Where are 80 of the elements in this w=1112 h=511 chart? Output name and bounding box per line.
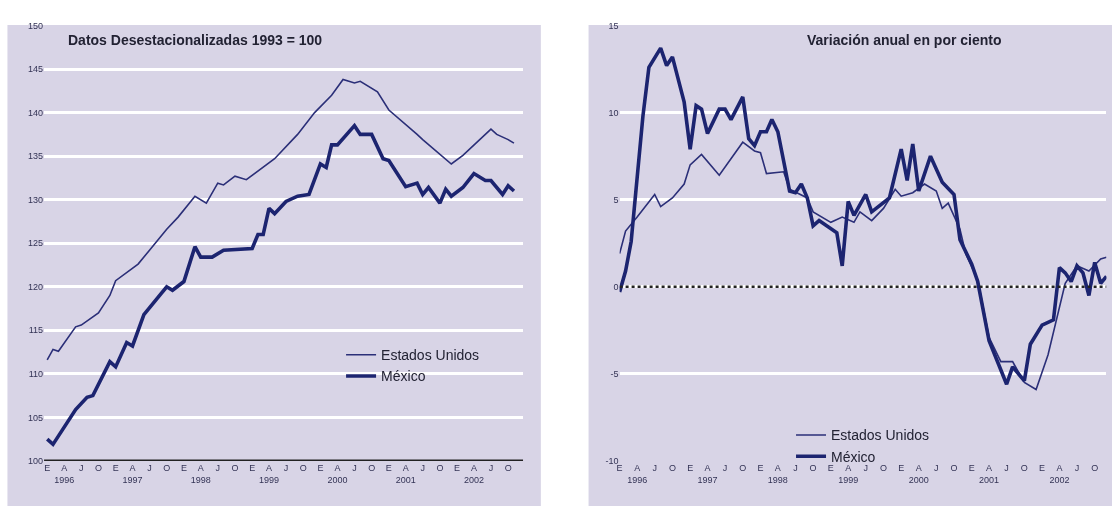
x-tick-label: O (231, 462, 239, 473)
x-tick-label: E (898, 462, 905, 473)
y-tick-label: 135 (28, 151, 44, 162)
y-tick-label: 125 (28, 238, 44, 249)
y-tick-label: 10 (608, 107, 619, 118)
y-tick-label: 130 (28, 194, 44, 205)
line-series (45, 123, 516, 447)
x-tick-label: E (687, 462, 694, 473)
y-tick-label: 0 (613, 281, 619, 292)
x-tick-label: E (1039, 462, 1046, 473)
x-tick-label: O (739, 462, 747, 473)
x-tick-label: O (94, 462, 102, 473)
legend-label: México (831, 448, 876, 465)
x-tick-label: E (112, 462, 119, 473)
y-tick-label: 110 (28, 368, 44, 379)
x-tick-label: J (283, 462, 289, 473)
x-tick-label: O (163, 462, 171, 473)
x-tick-label: A 2000 (908, 462, 929, 485)
x-tick-label: E (317, 462, 324, 473)
y-tick-label: 5 (613, 194, 619, 205)
x-tick-label: E (249, 462, 256, 473)
x-tick-label: J (147, 462, 152, 473)
x-tick-label: O (1020, 462, 1028, 473)
x-tick-label: O (299, 462, 307, 473)
x-tick-label: J (1074, 462, 1080, 473)
legend-label: Estados Unidos (381, 347, 480, 364)
x-tick-label: A 2002 (463, 462, 484, 485)
text: Variación anual en por ciento (807, 32, 1002, 48)
x-tick-label: E (827, 462, 834, 473)
y-tick-label: 100 (28, 456, 44, 467)
line-series (46, 78, 515, 361)
x-tick-label: O (668, 462, 676, 473)
x-tick-label: J (420, 462, 425, 473)
x-tick-label: E (757, 462, 764, 473)
x-tick-label: J (78, 462, 84, 473)
x-tick-label: A 2002 (1049, 462, 1070, 485)
x-tick-label: A 1999 (838, 462, 859, 485)
x-tick-label: E (454, 462, 461, 473)
x-tick-label: O (368, 462, 376, 473)
x-tick-label: J (722, 462, 728, 473)
x-tick-label: A 1997 (697, 462, 718, 485)
y-tick-label: 15 (608, 20, 619, 31)
x-tick-label: A 2000 (327, 462, 348, 485)
x-tick-label: O (809, 462, 817, 473)
x-tick-label: O (504, 462, 512, 473)
x-tick-label: J (488, 462, 494, 473)
x-tick-label: E (385, 462, 392, 473)
x-tick-label: O (1091, 462, 1099, 473)
x-tick-label: E (180, 462, 187, 473)
x-tick-label: O (950, 462, 958, 473)
x-tick-label: A 1997 (122, 462, 143, 485)
x-tick-label: E (968, 462, 975, 473)
x-tick-label: J (934, 462, 939, 473)
legend-label: México (381, 368, 426, 385)
line-series (619, 46, 1107, 387)
x-tick-label: A 2001 (979, 462, 1000, 485)
x-tick-label: E (44, 462, 51, 473)
x-tick-label: J (652, 462, 657, 473)
x-tick-label: A 1998 (767, 462, 788, 485)
x-tick-label: J (793, 462, 798, 473)
text: Datos Desestacionalizadas 1993 = 100 (68, 32, 323, 48)
legend-label: Estados Unidos (831, 427, 930, 444)
x-tick-label: O (879, 462, 887, 473)
x-tick-label: A 1998 (190, 462, 211, 485)
x-tick-label: A 2001 (395, 462, 416, 485)
x-tick-label: J (1004, 462, 1009, 473)
y-tick-label: 115 (28, 325, 44, 336)
y-tick-label: 140 (28, 107, 44, 118)
y-tick-label: 105 (28, 412, 44, 423)
y-tick-label: -5 (610, 368, 619, 379)
y-tick-label: 145 (28, 64, 44, 75)
y-tick-label: 150 (28, 20, 44, 31)
y-tick-label: 120 (28, 281, 44, 292)
x-tick-label: A 1996 (54, 462, 75, 485)
x-tick-label: J (352, 462, 357, 473)
x-tick-label: A 1999 (258, 462, 280, 485)
x-tick-label: A 1996 (627, 462, 648, 485)
x-tick-label: O (436, 462, 444, 473)
x-tick-label: J (215, 462, 220, 473)
x-tick-label: J (863, 462, 868, 473)
